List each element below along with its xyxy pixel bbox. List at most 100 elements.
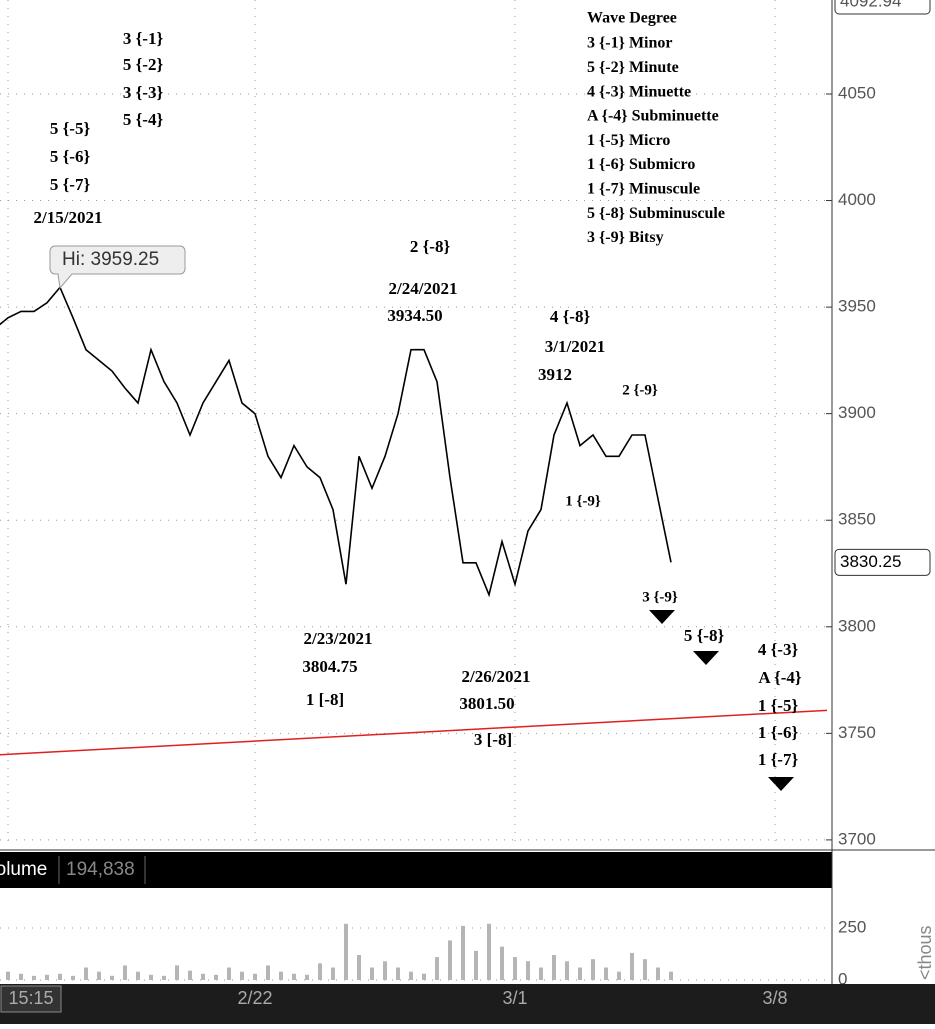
volume-bar: [370, 967, 374, 980]
top-price-box: [834, 0, 931, 15]
marker: [693, 651, 719, 665]
volume-label: Volume: [0, 859, 47, 880]
volume-bar: [630, 952, 634, 980]
volume-bar: [188, 970, 192, 980]
volume-bar: [500, 946, 504, 980]
volume-bar: [526, 961, 530, 980]
volume-bar: [396, 967, 400, 980]
volume-bar: [604, 967, 608, 980]
volume-bar: [162, 975, 166, 980]
wave-label: 5 {-2}: [123, 55, 164, 74]
wave-label: 2 {-9}: [622, 382, 658, 398]
volume-bar: [6, 971, 10, 980]
wave-label: 3/1/2021: [545, 337, 605, 356]
trend-line: [0, 709, 828, 756]
time-box: [0, 985, 62, 1013]
volume-bar: [617, 971, 621, 980]
legend-item: 1 {-5} Micro: [587, 132, 670, 149]
last-price-label: 3830.25: [840, 552, 901, 571]
volume-bar: [123, 965, 127, 980]
wave-label: 4 {-3}: [758, 640, 799, 659]
volume-bar: [669, 971, 673, 980]
x-tick-label: 2/22: [237, 988, 272, 1008]
wave-label: 3804.75: [302, 657, 357, 676]
legend-item: 4 {-3} Minuette: [587, 83, 691, 100]
volume-bar: [448, 940, 452, 980]
volume-tick-label: 250: [838, 917, 866, 936]
volume-bar: [513, 957, 517, 980]
marker: [649, 610, 675, 624]
volume-bar: [487, 923, 491, 980]
wave-label: 2/15/2021: [34, 208, 103, 227]
y-tick-label: 3750: [838, 723, 876, 742]
volume-bar: [32, 975, 36, 980]
x-tick-label: 3/1: [502, 988, 527, 1008]
y-tick-label: 3800: [838, 616, 876, 635]
wave-label: 3912: [538, 365, 572, 384]
volume-bar: [45, 974, 49, 980]
volume-bar: [435, 957, 439, 980]
volume-bar: [58, 973, 62, 980]
wave-label: 5 {-4}: [123, 110, 164, 129]
wave-label: 1 {-5}: [758, 696, 799, 715]
legend-item: A {-4} Subminuette: [587, 108, 719, 125]
wave-label: 2/23/2021: [304, 629, 373, 648]
wave-label: 5 {-8}: [684, 626, 725, 645]
wave-label: 3 {-3}: [123, 83, 164, 102]
volume-bar: [331, 967, 335, 980]
volume-tick-label: 0: [838, 969, 847, 988]
wave-label: 2/26/2021: [462, 667, 531, 686]
volume-bar: [110, 975, 114, 980]
volume-bar: [318, 963, 322, 980]
volume-bar: [305, 974, 309, 980]
wave-label: 4 {-8}: [550, 307, 591, 326]
volume-bar: [136, 971, 140, 980]
wave-label: 5 {-7}: [50, 175, 91, 194]
volume-bar: [383, 961, 387, 980]
x-tick-label: 3/8: [762, 988, 787, 1008]
y-tick-label: 3900: [838, 403, 876, 422]
volume-bar: [84, 967, 88, 980]
wave-label: 2/24/2021: [389, 279, 458, 298]
volume-bar: [578, 967, 582, 980]
volume-bar: [656, 967, 660, 980]
wave-label: 2 {-8}: [410, 237, 451, 256]
volume-bar: [214, 974, 218, 980]
volume-bar: [357, 955, 361, 980]
volume-bar: [539, 967, 543, 980]
legend-item: 1 {-6} Submicro: [587, 156, 695, 173]
volume-header: [0, 852, 832, 888]
legend-item: 5 {-8} Subminuscule: [587, 205, 725, 222]
volume-bar: [175, 965, 179, 980]
volume-bar: [253, 973, 257, 980]
y-tick-label: 4000: [838, 190, 876, 209]
volume-unit: <thous: [915, 925, 935, 980]
wave-label: 1 {-7}: [758, 750, 799, 769]
wave-label: 1 {-9}: [565, 493, 601, 509]
volume-bar: [292, 973, 296, 980]
top-price-label: 4092.94: [840, 0, 901, 10]
wave-label: A {-4}: [758, 668, 801, 687]
price-line: [0, 285, 672, 598]
callout: [49, 245, 186, 290]
wave-label: 3 {-1}: [123, 29, 164, 48]
volume-bar: [279, 971, 283, 980]
volume-last: 194,838: [66, 859, 135, 880]
volume-bar: [409, 971, 413, 980]
y-tick-label: 4050: [838, 83, 876, 102]
volume-bar: [71, 975, 75, 980]
y-tick-label: 3700: [838, 829, 876, 848]
volume-bar: [461, 925, 465, 980]
wave-label: 3 [-8]: [474, 730, 512, 749]
callout-label: Hi: 3959.25: [62, 249, 159, 270]
volume-bar: [643, 959, 647, 980]
volume-bar: [149, 974, 153, 980]
y-tick-label: 3850: [838, 510, 876, 529]
wave-label: 3801.50: [459, 694, 514, 713]
volume-bar: [19, 973, 23, 980]
time-axis-bar: [0, 984, 935, 1024]
y-tick-label: 3950: [838, 297, 876, 316]
wave-label: 3 {-9}: [642, 589, 678, 605]
volume-bar: [565, 961, 569, 980]
volume-bar: [227, 967, 231, 980]
